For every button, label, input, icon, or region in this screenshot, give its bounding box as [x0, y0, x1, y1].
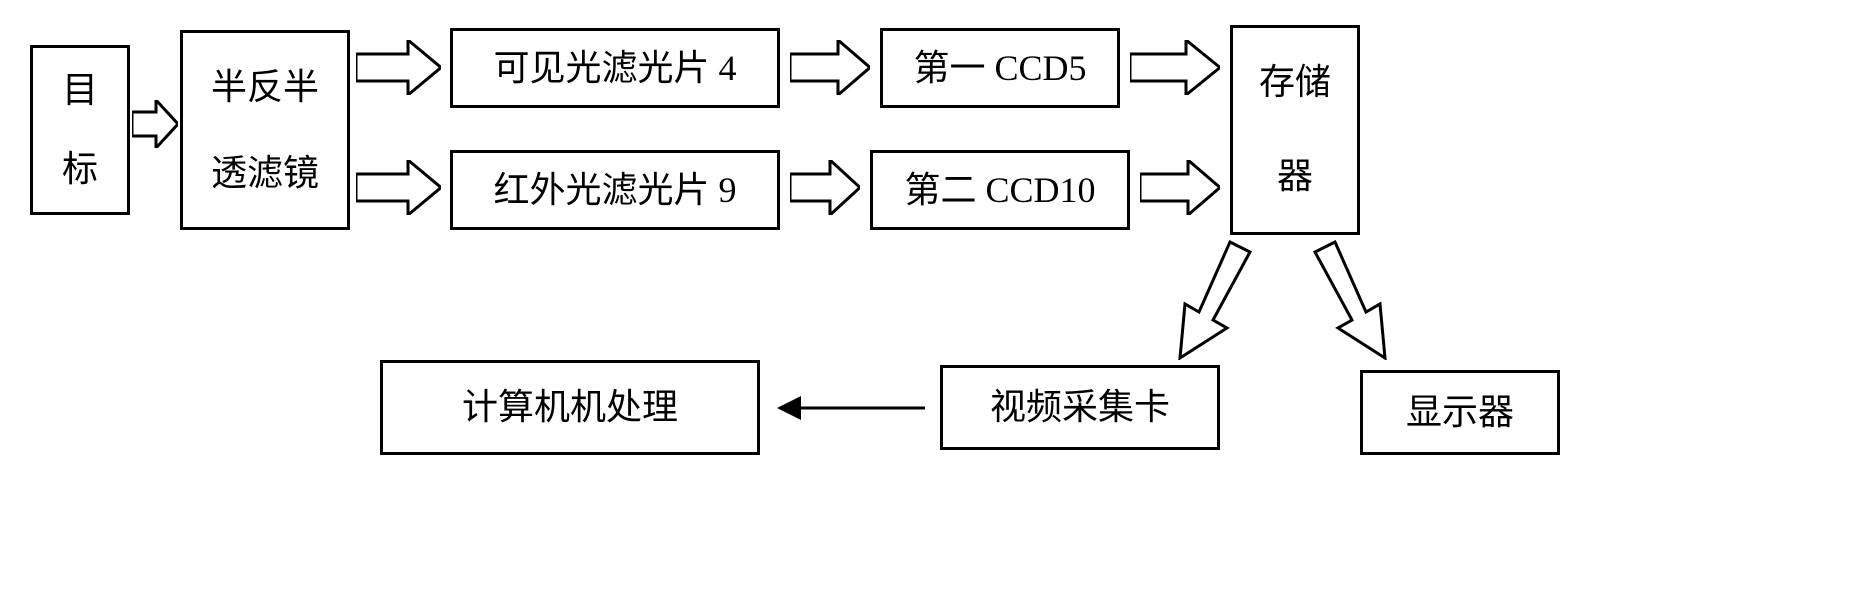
node-capture-card-label: 视频采集卡	[986, 378, 1174, 436]
node-ir-filter-label: 红外光滤光片 9	[489, 161, 740, 219]
arrow-visible-ccd1	[790, 40, 870, 95]
node-memory: 存储器	[1230, 25, 1360, 235]
arrow-ccd2-memory	[1140, 160, 1220, 215]
node-target-label: 目标	[58, 47, 102, 213]
node-display-label: 显示器	[1402, 383, 1518, 441]
node-visible-filter-label: 可见光滤光片 4	[489, 39, 740, 97]
node-ir-filter: 红外光滤光片 9	[450, 150, 780, 230]
node-target: 目标	[30, 45, 130, 215]
arrow-ccd1-memory	[1130, 40, 1220, 95]
arrow-target-splitter	[132, 100, 178, 148]
node-ccd2-label: 第二 CCD10	[900, 161, 1099, 219]
arrow-memory-display	[1310, 240, 1410, 360]
node-ccd2: 第二 CCD10	[870, 150, 1130, 230]
arrow-splitter-ir	[356, 160, 441, 215]
node-capture-card: 视频采集卡	[940, 365, 1220, 450]
arrow-ir-ccd2	[790, 160, 860, 215]
node-computer: 计算机机处理	[380, 360, 760, 455]
node-ccd1-label: 第一 CCD5	[909, 39, 1090, 97]
node-memory-label: 存储器	[1255, 32, 1335, 227]
node-visible-filter: 可见光滤光片 4	[450, 28, 780, 108]
arrow-splitter-visible	[356, 40, 441, 95]
node-display: 显示器	[1360, 370, 1560, 455]
flowchart-canvas: 目标 半反半透滤镜 可见光滤光片 4 红外光滤光片 9 第一 CCD5 第二 C…	[0, 0, 1871, 600]
node-splitter-label: 半反半透滤镜	[207, 40, 323, 221]
node-computer-label: 计算机机处理	[458, 378, 682, 436]
arrow-memory-capture	[1155, 240, 1255, 360]
node-splitter: 半反半透滤镜	[180, 30, 350, 230]
arrow-capture-computer	[775, 390, 930, 426]
node-ccd1: 第一 CCD5	[880, 28, 1120, 108]
